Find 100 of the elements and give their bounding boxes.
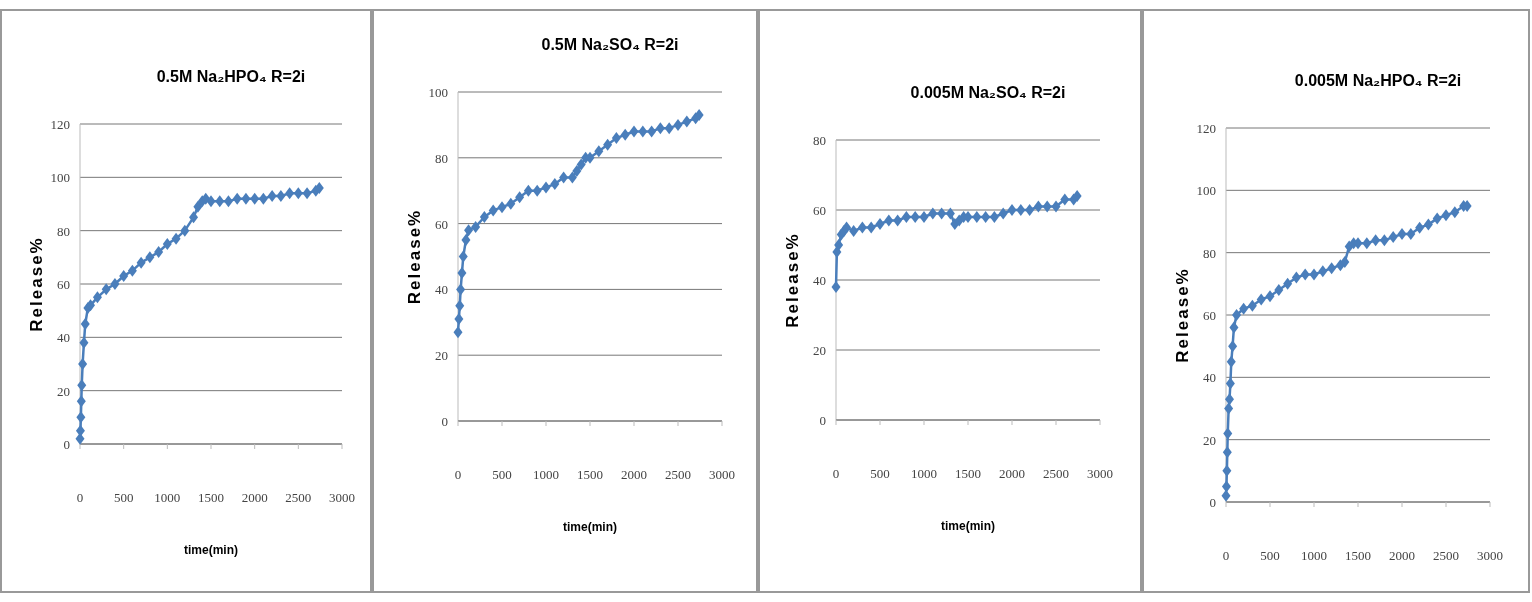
point — [180, 224, 190, 237]
point — [276, 190, 286, 202]
x-axis-title: time(min) — [563, 520, 617, 534]
chart-title: 0.5M Na₂SO₄ R=2i — [541, 36, 679, 53]
point — [127, 264, 137, 277]
point — [919, 211, 929, 223]
point — [119, 270, 129, 282]
y-tick-label: 80 — [435, 150, 448, 166]
point — [1256, 293, 1266, 306]
y-tick-label: 80 — [57, 223, 70, 239]
point — [471, 220, 481, 233]
point — [241, 192, 251, 205]
point — [1388, 231, 1398, 244]
x-tick-label: 0 — [76, 490, 84, 505]
point — [145, 251, 155, 264]
x-tick-label: 500 — [113, 490, 134, 505]
point — [1247, 299, 1257, 312]
x-axis-title: time(min) — [941, 519, 995, 533]
point — [479, 211, 489, 224]
point — [223, 195, 233, 208]
point — [267, 190, 277, 202]
point — [189, 211, 199, 224]
y-tick-label: 40 — [1203, 370, 1216, 386]
point — [1051, 200, 1061, 213]
point — [1379, 234, 1389, 247]
x-tick-label: 1000 — [1301, 548, 1327, 563]
y-tick-label: 0 — [441, 414, 448, 429]
point — [258, 192, 268, 205]
point — [875, 218, 885, 230]
point — [232, 192, 242, 205]
point — [1283, 277, 1293, 290]
x-tick-label: 0 — [1222, 548, 1230, 563]
point — [1228, 340, 1238, 353]
y-tick-label: 100 — [50, 170, 70, 186]
y-tick-label: 0 — [819, 413, 826, 428]
point — [1225, 393, 1235, 406]
point — [80, 318, 90, 330]
y-axis-title: Release% — [783, 232, 802, 328]
x-tick-label: 0 — [832, 466, 840, 481]
y-tick-label: 40 — [813, 273, 826, 288]
point — [1016, 204, 1026, 216]
point — [206, 195, 216, 208]
y-tick-label: 20 — [435, 348, 448, 364]
point — [559, 171, 569, 184]
point — [171, 232, 181, 245]
point — [488, 204, 498, 217]
point — [1265, 290, 1275, 303]
point — [193, 200, 203, 213]
point — [1226, 355, 1236, 368]
point — [541, 181, 551, 194]
x-tick-label: 2500 — [1043, 466, 1069, 481]
y-tick-label: 60 — [813, 203, 826, 218]
point — [937, 207, 947, 220]
point — [664, 122, 674, 135]
point — [1291, 271, 1301, 284]
point — [682, 115, 692, 128]
point — [1221, 480, 1231, 493]
point — [1406, 227, 1416, 240]
point — [611, 132, 621, 145]
y-tick-label: 60 — [57, 277, 70, 292]
point — [629, 125, 639, 138]
point — [458, 250, 468, 263]
y-tick-label: 100 — [428, 85, 448, 100]
point — [901, 211, 911, 223]
x-tick-label: 500 — [1260, 548, 1280, 563]
x-tick-label: 1500 — [577, 467, 603, 482]
x-tick-label: 2000 — [999, 466, 1025, 481]
point — [655, 122, 665, 135]
point — [673, 118, 683, 131]
point — [1450, 206, 1460, 219]
point — [866, 221, 876, 234]
point — [1327, 262, 1337, 275]
point — [454, 313, 464, 326]
point — [1229, 321, 1239, 334]
point — [989, 211, 999, 223]
y-tick-label: 20 — [57, 383, 70, 399]
point — [620, 128, 630, 141]
point — [1362, 237, 1372, 250]
point — [1223, 427, 1233, 440]
x-tick-label: 0 — [454, 467, 462, 482]
point — [576, 158, 586, 171]
x-tick-label: 2000 — [241, 490, 268, 505]
point — [981, 211, 991, 223]
point — [1239, 302, 1249, 315]
point — [1274, 284, 1284, 297]
point — [523, 184, 533, 197]
x-tick-label: 2000 — [621, 467, 647, 482]
point — [972, 211, 982, 223]
point — [1309, 268, 1319, 281]
point — [162, 238, 172, 250]
point — [910, 211, 920, 223]
point — [453, 326, 463, 339]
y-axis-title: Release% — [1173, 267, 1192, 363]
y-tick-label: 60 — [435, 216, 448, 232]
point — [1232, 309, 1242, 321]
x-tick-label: 2500 — [1433, 548, 1459, 563]
point — [638, 125, 648, 138]
chart-title: 0.005M Na₂SO₄ R=2i — [910, 84, 1066, 101]
x-axis-title: time(min) — [184, 543, 238, 557]
point — [834, 239, 844, 251]
